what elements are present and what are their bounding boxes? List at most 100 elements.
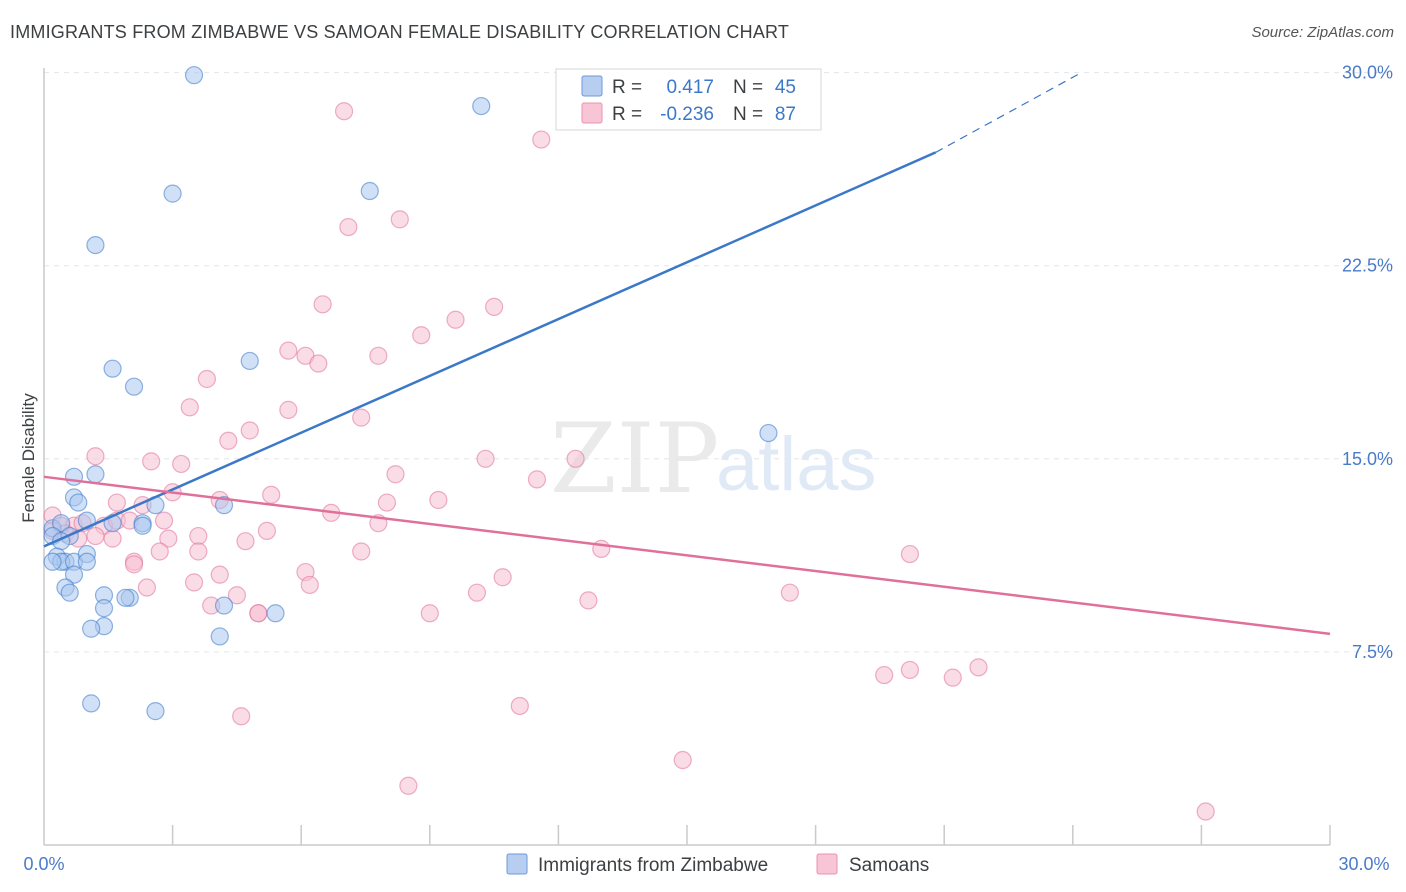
- x-tick-label-max: 30.0%: [1338, 854, 1389, 874]
- zimbabwe-point: [133, 516, 152, 535]
- zimbabwe-point: [69, 493, 88, 512]
- samoan-point: [219, 431, 238, 450]
- samoan-point: [532, 130, 551, 149]
- zimbabwe-point: [214, 496, 234, 515]
- samoan-point: [476, 449, 495, 468]
- zimbabwe-point: [124, 377, 144, 396]
- zimbabwe-point: [266, 604, 285, 623]
- bottom-legend-label-samoans: Samoans: [849, 855, 929, 876]
- zimbabwe-point: [116, 588, 135, 607]
- samoan-point: [236, 532, 255, 551]
- samoan-point: [334, 102, 354, 121]
- samoan-point: [399, 776, 418, 795]
- zimbabwe-point: [240, 351, 259, 371]
- zimbabwe-point: [52, 514, 71, 533]
- samoan-point: [142, 452, 161, 471]
- samoan-point: [566, 449, 585, 468]
- samoan-point: [1196, 802, 1215, 821]
- legend-n-label-pink: N =: [733, 104, 763, 125]
- samoan-point: [352, 408, 371, 427]
- samoan-point: [875, 665, 894, 685]
- zimbabwe-point: [64, 467, 84, 486]
- legend-swatch-pink: [581, 102, 603, 124]
- legend-r-value-blue: 0.417: [666, 77, 714, 98]
- legend-n-value-pink: 87: [775, 104, 796, 125]
- samoan-point: [485, 297, 504, 316]
- samoan-trend-line: [43, 475, 1331, 636]
- samoan-point: [86, 526, 105, 546]
- source-label: Source: ZipAtlas.com: [1251, 24, 1394, 41]
- watermark-atlas: atlas: [716, 422, 877, 507]
- samoan-point: [969, 658, 988, 677]
- samoan-point: [279, 400, 298, 419]
- samoan-point: [309, 354, 328, 373]
- zimbabwe-point: [210, 627, 229, 646]
- series-legend: Immigrants from Zimbabwe Samoans: [506, 853, 929, 876]
- samoan-point: [900, 660, 920, 680]
- correlation-legend: R = 0.417 N = 45 R = -0.236 N = 87: [555, 68, 822, 131]
- legend-r-label-blue: R =: [612, 77, 642, 98]
- samoan-point: [184, 573, 204, 592]
- bottom-legend-swatch-blue: [506, 853, 528, 875]
- samoan-point: [420, 604, 439, 623]
- samoan-point: [189, 542, 208, 561]
- samoan-point: [262, 485, 281, 504]
- samoan-point: [300, 575, 319, 595]
- zimbabwe-point: [82, 694, 101, 713]
- y-tick-label: 15.0%: [1342, 449, 1393, 469]
- zimbabwe-point: [360, 181, 379, 201]
- bottom-legend-label-zimbabwe: Immigrants from Zimbabwe: [538, 855, 768, 876]
- samoan-point: [154, 511, 174, 530]
- zimbabwe-point: [60, 583, 79, 602]
- legend-swatch-blue: [581, 75, 603, 97]
- samoan-point: [313, 295, 332, 314]
- samoan-point: [339, 217, 358, 237]
- samoan-point: [412, 326, 431, 345]
- zimbabwe-point: [77, 552, 96, 571]
- x-tick-label-min: 0.0%: [23, 854, 64, 874]
- bottom-legend-swatch-pink: [816, 853, 838, 875]
- samoan-point: [197, 369, 216, 389]
- legend-r-value-pink: -0.236: [660, 104, 714, 125]
- samoan-point: [257, 521, 277, 540]
- zimbabwe-point: [759, 423, 778, 443]
- samoan-point: [240, 421, 259, 440]
- samoan-point: [369, 346, 388, 365]
- samoan-point: [232, 707, 251, 726]
- zimbabwe-point: [82, 619, 101, 638]
- zimbabwe-points: [43, 66, 778, 721]
- zimbabwe-point: [86, 465, 105, 484]
- y-tick-label: 30.0%: [1342, 63, 1393, 83]
- samoan-point: [172, 454, 191, 474]
- samoan-point: [467, 583, 487, 602]
- zimbabwe-point: [64, 565, 84, 584]
- samoan-point: [107, 493, 126, 512]
- y-tick-label: 7.5%: [1352, 642, 1393, 662]
- samoan-point: [493, 568, 512, 587]
- samoan-point: [210, 565, 229, 584]
- samoan-point: [446, 310, 465, 329]
- samoan-point: [780, 583, 799, 602]
- zimbabwe-point: [184, 66, 204, 85]
- samoan-point: [510, 696, 529, 716]
- samoan-point: [527, 470, 547, 489]
- samoan-point: [579, 591, 598, 610]
- trend-lines: [43, 72, 1331, 636]
- samoan-point: [900, 544, 920, 564]
- samoan-point: [180, 398, 199, 417]
- y-axis-label: Female Disability: [19, 393, 38, 523]
- samoan-point: [159, 529, 178, 548]
- samoan-point: [429, 490, 448, 510]
- samoan-point: [189, 526, 208, 546]
- x-ticks: [171, 825, 1331, 845]
- zimbabwe-point: [86, 236, 105, 255]
- samoan-point: [352, 542, 371, 561]
- legend-n-label-blue: N =: [733, 77, 763, 98]
- samoan-point: [137, 578, 156, 597]
- samoan-point: [150, 542, 169, 561]
- samoan-point: [943, 668, 962, 687]
- samoan-point: [390, 210, 409, 229]
- samoan-point: [673, 750, 692, 770]
- legend-n-value-blue: 45: [775, 77, 796, 98]
